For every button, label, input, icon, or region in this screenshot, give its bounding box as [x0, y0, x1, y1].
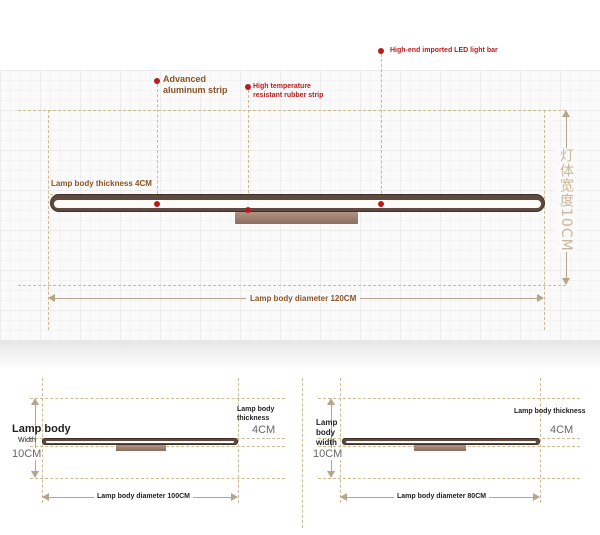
d100-width-arrow-down [31, 471, 39, 478]
d80-width-arrow-down [327, 471, 335, 478]
rubber-callout-dot [245, 84, 251, 90]
aluminum-callout-label: Advanced aluminum strip [163, 74, 228, 96]
d100-thickness-label: Lamp body thickness [237, 405, 274, 423]
right-guide-line [544, 110, 545, 330]
d100-width-value: 10CM [12, 448, 42, 460]
d100-diameter-arrow-right [231, 493, 238, 501]
panel-shadow [0, 340, 600, 370]
d100-thickness-line1: Lamp body [237, 406, 275, 413]
d100-diameter-arrow-left [42, 493, 49, 501]
d80-diameter-arrow-left [340, 493, 347, 501]
lamp-mount-120 [235, 212, 358, 224]
d100-width-label: Width [18, 437, 36, 444]
d80-lamp-body-line3: width [316, 438, 337, 447]
diameter-arrow-left [48, 294, 55, 302]
rubber-callout-line2: resistant rubber strip [253, 92, 324, 99]
diameter-arrow-right [537, 294, 544, 302]
rubber-point-dot [245, 207, 251, 213]
bottom-guide-line [18, 285, 566, 286]
d80-width-value: 10CM [313, 448, 343, 460]
d80-lamp-body-line2: body [316, 428, 336, 437]
lamp-mount-80 [414, 445, 466, 451]
d80-lamp-body-line1: Lamp [316, 418, 338, 427]
d80-width-arrow-line [331, 405, 332, 471]
aluminum-callout-dot [154, 78, 160, 84]
d100-right-guide [238, 378, 239, 503]
width-vertical-label: 灯体宽度10CM [556, 148, 576, 252]
d100-diameter-label: Lamp body diameter 100CM [94, 493, 193, 500]
rubber-leader-line [248, 90, 249, 208]
d100-thickness-value: 4CM [252, 424, 276, 436]
d80-thickness-value: 4CM [550, 424, 574, 436]
d100-width-arrow-line [35, 405, 36, 471]
d80-diameter-label: Lamp body diameter 80CM [394, 493, 490, 500]
led-leader-line [381, 54, 382, 204]
d80-top-guide [318, 398, 580, 399]
d100-bottom-guide [30, 478, 285, 479]
d80-left-guide [340, 378, 341, 503]
led-callout-label: High-end imported LED light bar [390, 47, 498, 54]
aluminum-callout-line1: Advanced [163, 74, 207, 84]
d100-thickness-line2: thickness [237, 415, 270, 422]
d100-top-guide [30, 398, 285, 399]
d80-bottom-guide [318, 478, 580, 479]
led-point-dot [378, 201, 384, 207]
d80-diameter-arrow-right [533, 493, 540, 501]
d80-lamp-body-label: Lamp body width [316, 418, 337, 448]
lamp-diffuser-120 [54, 200, 541, 208]
led-callout-dot [378, 48, 384, 54]
aluminum-point-dot [154, 201, 160, 207]
d80-thickness-label: Lamp body thickness [514, 408, 586, 415]
width-arrow-down [562, 278, 570, 285]
diameter-label-120: Lamp body diameter 120CM [246, 294, 361, 303]
thickness-label: Lamp body thickness 4CM [51, 179, 152, 188]
d100-lamp-body-label: Lamp body [12, 423, 71, 435]
top-guide-line [18, 110, 566, 111]
lamp-mount-100 [116, 445, 166, 451]
lamp-diffuser-100 [46, 441, 234, 443]
d80-width-arrow-up [327, 398, 335, 405]
rubber-callout-line1: High temperature [253, 83, 311, 90]
left-guide-line [48, 110, 49, 330]
d100-width-arrow-up [31, 398, 39, 405]
width-arrow-up [562, 110, 570, 117]
rubber-callout-label: High temperature resistant rubber strip [253, 82, 323, 100]
lamp-diffuser-80 [346, 441, 536, 443]
aluminum-callout-line2: aluminum strip [163, 85, 228, 95]
d80-outer-guide [302, 378, 303, 528]
aluminum-leader-line [157, 84, 158, 204]
d80-right-guide [540, 378, 541, 503]
